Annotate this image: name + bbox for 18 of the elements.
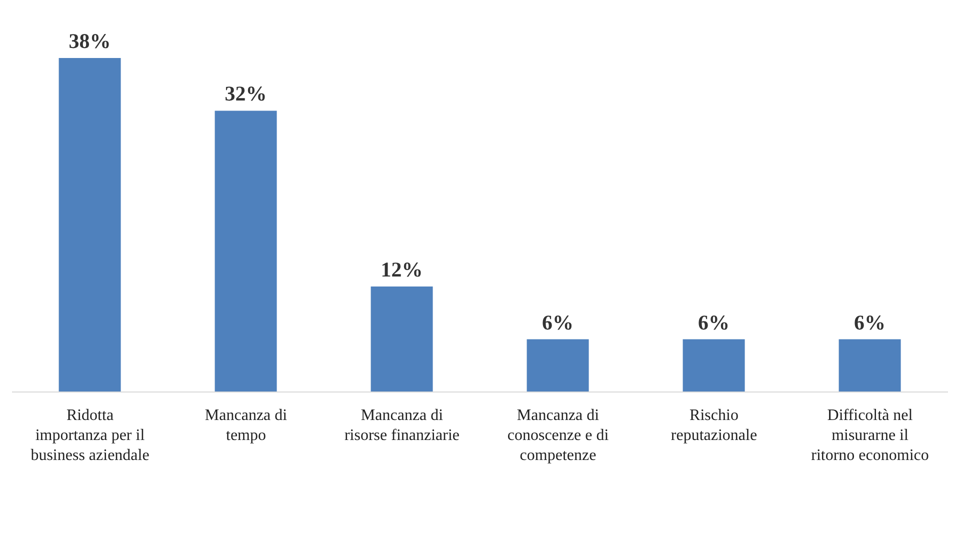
x-tick-label: Mancanza di tempo — [204, 407, 288, 444]
bar — [214, 110, 277, 392]
data-label: 6% — [698, 310, 730, 334]
data-label: 6% — [854, 310, 886, 334]
data-label: 6% — [542, 310, 574, 334]
x-tick-label: Mancanza di conoscenze e di competenze — [507, 407, 610, 464]
data-label: 32% — [224, 82, 267, 106]
data-label: 12% — [380, 258, 423, 282]
bar — [682, 339, 745, 392]
bar — [526, 339, 589, 392]
data-label: 38% — [68, 29, 111, 53]
bar — [58, 58, 121, 392]
bar — [370, 286, 433, 392]
bar — [838, 339, 901, 392]
x-tick-label: Mancanza di risorse finanziarie — [344, 407, 460, 444]
x-tick-label: Ridotta importanza per il business aziendale — [30, 407, 150, 464]
x-tick-label: Rischio reputazionale — [670, 407, 758, 444]
x-tick-label: Difficoltà nel misurarne il ritorno economico — [811, 407, 929, 464]
